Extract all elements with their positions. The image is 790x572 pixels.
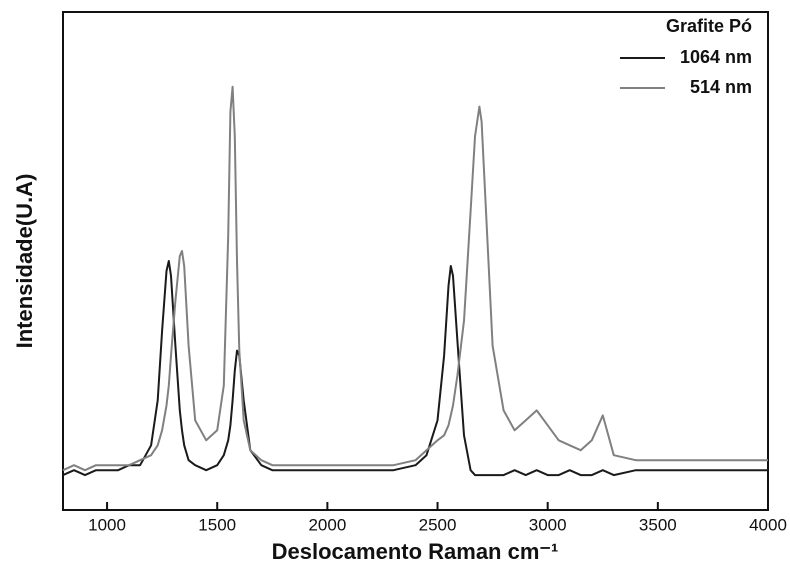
plot-frame [62, 11, 769, 511]
legend-label: 1064 nm [680, 47, 752, 67]
legend-title: Grafite Pó [666, 16, 752, 36]
x-tick-label: 1000 [88, 515, 126, 534]
x-tick-label: 2000 [308, 515, 346, 534]
series-line [62, 260, 768, 477]
y-axis-title: Intensidade(U.A) [12, 174, 37, 349]
x-axis-title: Deslocamento Raman cm⁻¹ [272, 539, 559, 564]
x-tick-label: 3500 [639, 515, 677, 534]
x-tick-label: 4000 [749, 515, 787, 534]
x-tick-label: 2500 [419, 515, 457, 534]
x-tick-label: 1500 [198, 515, 236, 534]
x-tick-label: 3000 [529, 515, 567, 534]
series-line [62, 85, 768, 472]
legend-label: 514 nm [690, 77, 752, 97]
